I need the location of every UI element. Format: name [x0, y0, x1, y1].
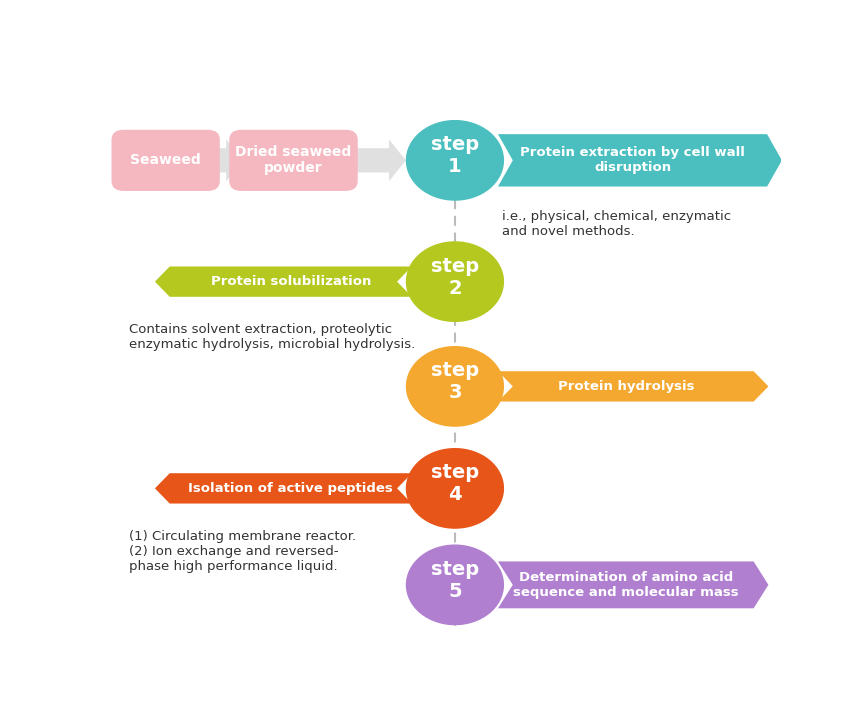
Text: Determination of amino acid
sequence and molecular mass: Determination of amino acid sequence and… — [513, 571, 739, 599]
Text: step
2: step 2 — [431, 257, 479, 298]
Polygon shape — [349, 140, 406, 181]
FancyBboxPatch shape — [229, 130, 358, 191]
Circle shape — [406, 347, 503, 426]
Text: step
4: step 4 — [431, 463, 479, 505]
Text: step
5: step 5 — [431, 560, 479, 601]
Text: i.e., physical, chemical, enzymatic
and novel methods.: i.e., physical, chemical, enzymatic and … — [502, 210, 731, 238]
Polygon shape — [155, 473, 412, 503]
Text: Dried seaweed
powder: Dried seaweed powder — [235, 145, 352, 175]
Text: Seaweed: Seaweed — [130, 153, 201, 168]
Polygon shape — [498, 371, 768, 402]
Text: Isolation of active peptides: Isolation of active peptides — [188, 482, 393, 495]
Polygon shape — [498, 134, 782, 187]
Text: step
3: step 3 — [431, 362, 479, 402]
Polygon shape — [155, 266, 412, 297]
FancyBboxPatch shape — [111, 130, 220, 191]
Text: Protein solubilization: Protein solubilization — [211, 275, 371, 288]
Circle shape — [406, 121, 503, 200]
Text: Contains solvent extraction, proteolytic
enzymatic hydrolysis, microbial hydroly: Contains solvent extraction, proteolytic… — [128, 323, 415, 351]
Text: Protein hydrolysis: Protein hydrolysis — [557, 380, 694, 393]
Text: Protein extraction by cell wall
disruption: Protein extraction by cell wall disrupti… — [520, 146, 745, 175]
Circle shape — [406, 242, 503, 321]
Polygon shape — [211, 140, 243, 181]
Circle shape — [406, 545, 503, 624]
Circle shape — [406, 449, 503, 528]
Text: step
1: step 1 — [431, 135, 479, 176]
Text: (1) Circulating membrane reactor.
(2) Ion exchange and reversed-
phase high perf: (1) Circulating membrane reactor. (2) Io… — [128, 530, 356, 573]
Polygon shape — [498, 561, 768, 609]
